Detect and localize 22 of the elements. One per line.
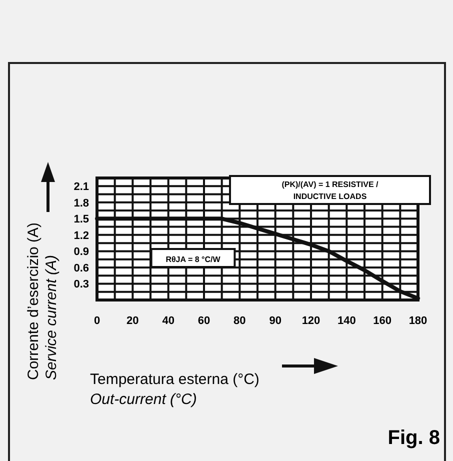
x-tick-label: 90 [269, 315, 282, 327]
y-axis-title: Corrente d’esercizio (A) Service current (A) [25, 222, 60, 380]
annotation: (PK)/(AV) = 1 RESISTIVE / INDUCTIVE LOADS [282, 180, 380, 201]
y-tick-label: 1.5 [74, 214, 89, 226]
y-tick-label: 0.3 [74, 278, 89, 291]
x-tick-label: 40 [162, 315, 174, 327]
caption: Fig. 8 [388, 427, 440, 449]
x-tick-label: 60 [198, 315, 210, 327]
x-tick-label: 0 [94, 315, 100, 327]
x-tick-label: 160 [373, 315, 392, 327]
y-tick-label: 1.2 [74, 230, 89, 242]
x-tick-label: 140 [337, 315, 356, 327]
y-tick-label: 0.6 [74, 262, 89, 274]
x-tick-label: 120 [302, 315, 320, 327]
y-tick-label: 0.9 [74, 246, 89, 258]
x-tick-label: 180 [408, 315, 428, 327]
y-tick-label: 1.8 [74, 197, 89, 210]
x-axis-title: Temperatura esterna (°C) Out-current (°C) [90, 371, 260, 408]
y-tick-label: 2.1 [74, 181, 89, 194]
annotation: RθJA = 8 °C/W [166, 255, 221, 264]
x-tick-label: 20 [126, 315, 139, 327]
x-tick-label: 80 [234, 315, 246, 327]
